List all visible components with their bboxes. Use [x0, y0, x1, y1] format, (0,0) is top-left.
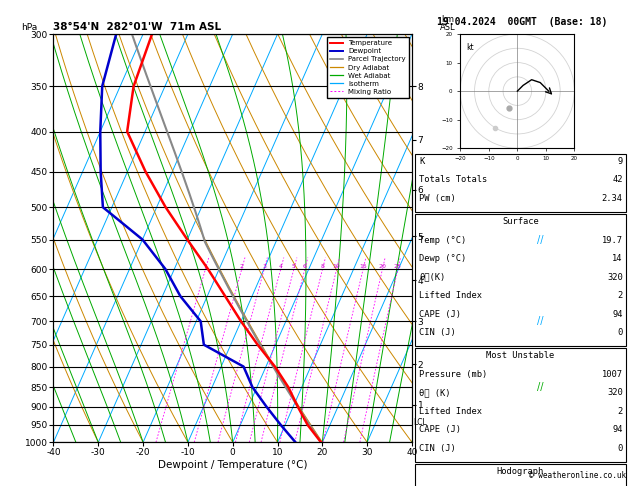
- Text: //: //: [537, 382, 544, 392]
- Text: 0: 0: [618, 328, 623, 337]
- Text: kt: kt: [466, 43, 474, 52]
- Text: 6: 6: [303, 264, 307, 269]
- Text: 320: 320: [607, 273, 623, 282]
- Text: CAPE (J): CAPE (J): [419, 310, 461, 319]
- Text: 20: 20: [379, 264, 386, 269]
- Text: 19.04.2024  00GMT  (Base: 18): 19.04.2024 00GMT (Base: 18): [437, 17, 607, 27]
- Text: 25: 25: [394, 264, 402, 269]
- Text: 2: 2: [240, 264, 244, 269]
- Text: Lifted Index: Lifted Index: [419, 291, 482, 300]
- Text: Totals Totals: Totals Totals: [419, 175, 487, 185]
- Text: 14: 14: [612, 254, 623, 263]
- Text: 42: 42: [612, 175, 623, 185]
- Text: Hodograph: Hodograph: [497, 467, 544, 476]
- Text: CIN (J): CIN (J): [419, 444, 455, 453]
- Text: 0: 0: [618, 444, 623, 453]
- Text: //: //: [537, 126, 544, 137]
- Text: 94: 94: [612, 425, 623, 434]
- Text: © weatheronline.co.uk: © weatheronline.co.uk: [529, 471, 626, 480]
- Text: 320: 320: [607, 388, 623, 398]
- Text: 4: 4: [279, 264, 282, 269]
- Text: 2: 2: [618, 407, 623, 416]
- Text: LCL: LCL: [413, 417, 427, 427]
- Text: 3: 3: [262, 264, 266, 269]
- Text: CIN (J): CIN (J): [419, 328, 455, 337]
- Text: 2.34: 2.34: [602, 194, 623, 203]
- Text: Pressure (mb): Pressure (mb): [419, 370, 487, 379]
- Text: 94: 94: [612, 310, 623, 319]
- Legend: Temperature, Dewpoint, Parcel Trajectory, Dry Adiabat, Wet Adiabat, Isotherm, Mi: Temperature, Dewpoint, Parcel Trajectory…: [327, 37, 408, 98]
- Text: hPa: hPa: [21, 23, 38, 32]
- Text: Lifted Index: Lifted Index: [419, 407, 482, 416]
- Text: θᴇ(K): θᴇ(K): [419, 273, 445, 282]
- Text: PW (cm): PW (cm): [419, 194, 455, 203]
- Text: 19.7: 19.7: [602, 236, 623, 245]
- Text: CAPE (J): CAPE (J): [419, 425, 461, 434]
- Text: 8: 8: [321, 264, 325, 269]
- Text: //: //: [537, 316, 544, 326]
- Text: Dewp (°C): Dewp (°C): [419, 254, 466, 263]
- Text: 1007: 1007: [602, 370, 623, 379]
- Text: 5: 5: [292, 264, 296, 269]
- Text: 2: 2: [618, 291, 623, 300]
- Text: //: //: [537, 235, 544, 244]
- Text: 10: 10: [333, 264, 340, 269]
- Text: 15: 15: [359, 264, 367, 269]
- X-axis label: Dewpoint / Temperature (°C): Dewpoint / Temperature (°C): [158, 460, 308, 469]
- Text: Surface: Surface: [502, 217, 539, 226]
- Text: 38°54'N  282°01'W  71m ASL: 38°54'N 282°01'W 71m ASL: [53, 22, 221, 32]
- Text: K: K: [419, 157, 424, 166]
- Text: km
ASL: km ASL: [440, 15, 455, 32]
- Text: 9: 9: [618, 157, 623, 166]
- Text: Most Unstable: Most Unstable: [486, 351, 555, 361]
- Text: Temp (°C): Temp (°C): [419, 236, 466, 245]
- Text: 1: 1: [204, 264, 208, 269]
- Text: θᴇ (K): θᴇ (K): [419, 388, 450, 398]
